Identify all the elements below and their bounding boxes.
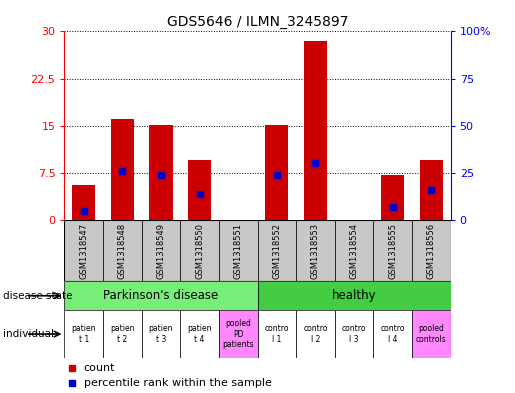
Text: pooled
controls: pooled controls — [416, 324, 447, 344]
Bar — [412, 220, 451, 281]
Bar — [335, 310, 373, 358]
Text: GSM1318549: GSM1318549 — [157, 222, 165, 279]
Text: contro
l 2: contro l 2 — [303, 324, 328, 344]
Text: GSM1318551: GSM1318551 — [234, 222, 243, 279]
Bar — [373, 310, 412, 358]
Bar — [111, 119, 134, 220]
Bar — [412, 310, 451, 358]
Bar — [219, 220, 258, 281]
Bar — [381, 175, 404, 220]
Text: Parkinson's disease: Parkinson's disease — [104, 289, 218, 302]
Bar — [258, 220, 296, 281]
Bar — [64, 281, 258, 310]
Text: contro
l 1: contro l 1 — [265, 324, 289, 344]
Bar — [373, 220, 412, 281]
Bar — [142, 220, 180, 281]
Bar — [258, 310, 296, 358]
Bar — [188, 160, 211, 220]
Bar — [180, 310, 219, 358]
Text: patien
t 4: patien t 4 — [187, 324, 212, 344]
Bar — [64, 310, 103, 358]
Bar — [103, 310, 142, 358]
Bar — [304, 41, 327, 220]
Bar — [64, 220, 103, 281]
Bar — [180, 220, 219, 281]
Text: GSM1318553: GSM1318553 — [311, 222, 320, 279]
Text: GSM1318548: GSM1318548 — [118, 222, 127, 279]
Text: GSM1318552: GSM1318552 — [272, 222, 281, 279]
Text: percentile rank within the sample: percentile rank within the sample — [83, 378, 271, 388]
Text: patien
t 2: patien t 2 — [110, 324, 134, 344]
Text: disease state: disease state — [3, 291, 72, 301]
Text: count: count — [83, 362, 115, 373]
Text: GSM1318555: GSM1318555 — [388, 222, 397, 279]
Bar — [420, 160, 443, 220]
Bar — [149, 125, 173, 220]
Text: contro
l 3: contro l 3 — [342, 324, 366, 344]
Text: patien
t 3: patien t 3 — [149, 324, 173, 344]
Text: healthy: healthy — [332, 289, 376, 302]
Bar — [265, 125, 288, 220]
Text: individual: individual — [3, 329, 54, 339]
Text: GSM1318556: GSM1318556 — [427, 222, 436, 279]
Text: GSM1318547: GSM1318547 — [79, 222, 88, 279]
Bar — [103, 220, 142, 281]
Bar — [335, 220, 373, 281]
Bar — [142, 310, 180, 358]
Text: contro
l 4: contro l 4 — [381, 324, 405, 344]
Bar — [258, 281, 451, 310]
Text: GSM1318550: GSM1318550 — [195, 222, 204, 279]
Title: GDS5646 / ILMN_3245897: GDS5646 / ILMN_3245897 — [167, 15, 348, 29]
Bar — [296, 310, 335, 358]
Text: pooled
PD
patients: pooled PD patients — [222, 319, 254, 349]
Text: patien
t 1: patien t 1 — [72, 324, 96, 344]
Bar — [219, 310, 258, 358]
Bar — [72, 185, 95, 220]
Bar — [296, 220, 335, 281]
Text: GSM1318554: GSM1318554 — [350, 222, 358, 279]
